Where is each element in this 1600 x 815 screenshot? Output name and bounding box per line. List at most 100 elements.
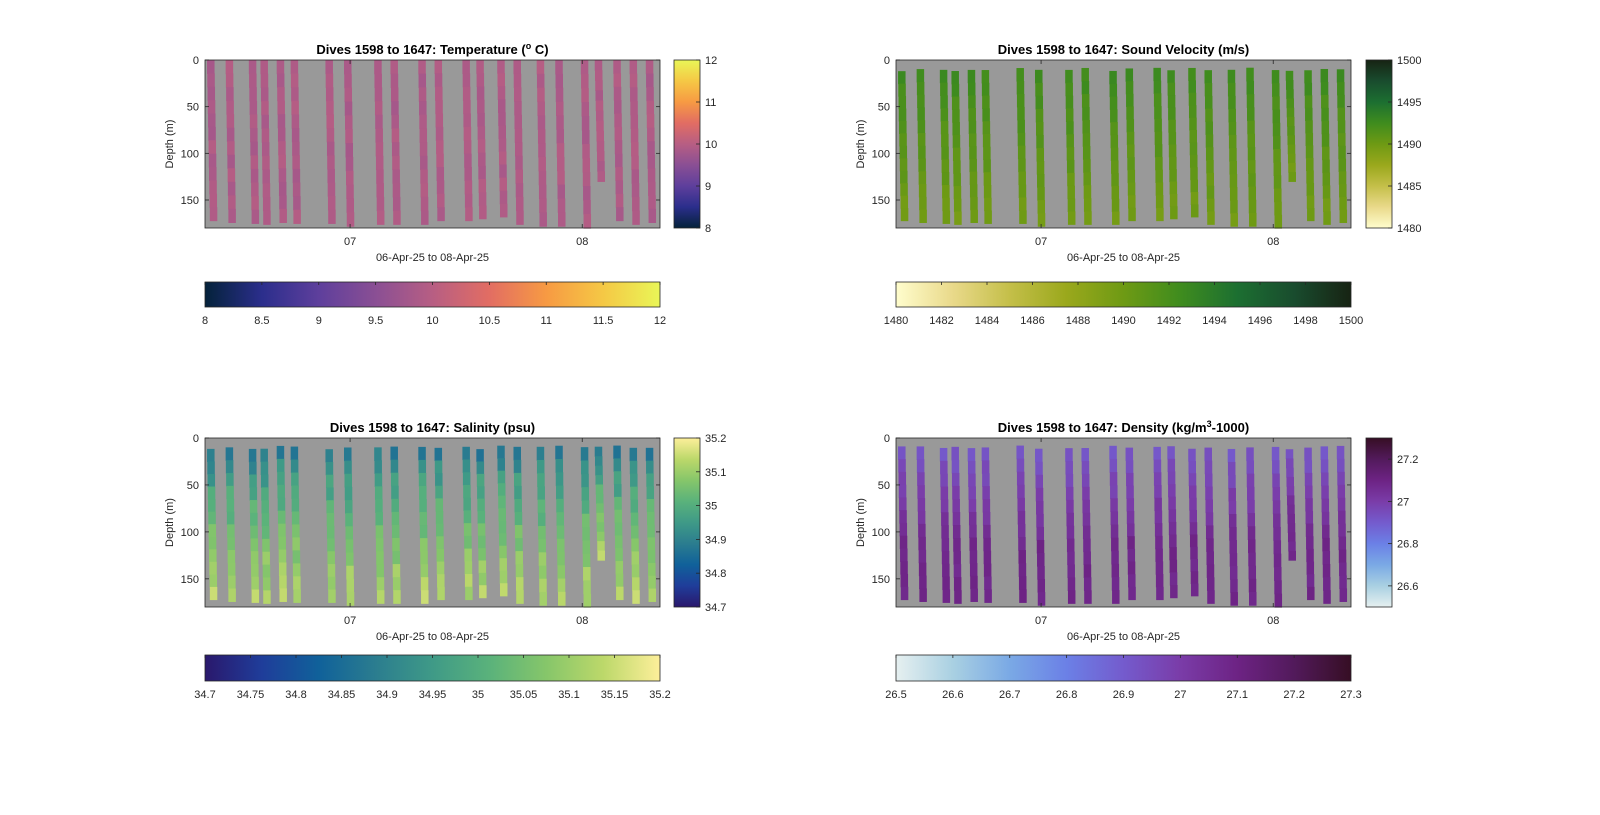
- profile-16-seg-8: [1229, 174, 1238, 188]
- profile-5-seg-0: [290, 446, 299, 461]
- profile-12-seg-5: [1154, 510, 1163, 524]
- profile-12-seg-4: [463, 497, 471, 512]
- profile-5-seg-3: [291, 485, 299, 500]
- profile-14-seg-7: [498, 533, 507, 547]
- bottom-colorbar-label: 27.1: [1227, 689, 1248, 701]
- x-tick-label: 08: [1267, 236, 1279, 248]
- profile-8-seg-9: [1067, 185, 1075, 200]
- profile-15-seg-6: [514, 142, 523, 157]
- profile-6-seg-8: [327, 551, 335, 565]
- profile-2-seg-7: [941, 159, 950, 173]
- profile-2-seg-1: [249, 461, 257, 476]
- profile-6-seg-10: [1018, 197, 1027, 211]
- bottom-colorbar-label: 1498: [1293, 315, 1317, 327]
- profile-10-seg-2: [1109, 96, 1118, 110]
- profile-2-seg-1: [940, 82, 948, 97]
- profile-3-seg-3: [261, 487, 269, 501]
- profile-4-seg-9: [969, 184, 978, 198]
- profile-19-seg-11: [1288, 550, 1296, 561]
- profile-7-seg-7: [345, 539, 354, 554]
- profile-19-seg-3: [595, 90, 603, 102]
- profile-16-seg-3: [537, 101, 545, 116]
- profile-15-seg-7: [515, 538, 523, 552]
- profile-20-seg-10: [615, 193, 624, 208]
- profile-12-seg-0: [1153, 446, 1161, 461]
- profile-16-seg-1: [536, 73, 545, 89]
- profile-11-seg-8: [1127, 169, 1136, 184]
- profile-19-seg-11: [597, 550, 605, 561]
- profile-20-seg-6: [1305, 145, 1314, 159]
- profile-1-seg-9: [918, 562, 927, 577]
- profile-14-seg-5: [1189, 509, 1197, 523]
- profile-11-seg-7: [1127, 536, 1135, 550]
- profile-4-seg-10: [279, 575, 287, 590]
- profile-4-seg-7: [969, 537, 977, 551]
- profile-1-seg-3: [226, 485, 234, 500]
- profile-1-seg-3: [917, 485, 925, 499]
- profile-1-seg-11: [919, 209, 927, 223]
- profile-11-seg-10: [437, 574, 445, 588]
- profile-10-seg-3: [1110, 485, 1118, 499]
- profile-6-seg-6: [326, 525, 335, 540]
- profile-4-seg-1: [967, 82, 976, 96]
- profile-6-seg-7: [1018, 537, 1026, 551]
- profile-20-seg-9: [1306, 561, 1315, 575]
- y-tick-label: 150: [872, 574, 890, 586]
- profile-19-seg-6: [1287, 126, 1295, 136]
- profile-22-seg-10: [1339, 196, 1347, 211]
- profile-1-seg-2: [226, 87, 234, 102]
- profile-7-seg-3: [344, 486, 353, 501]
- profile-16-seg-9: [538, 565, 547, 580]
- profile-21-seg-3: [1321, 485, 1329, 500]
- profile-4-seg-8: [278, 168, 287, 183]
- profile-8-seg-6: [1066, 525, 1075, 540]
- profile-4-seg-3: [277, 484, 285, 499]
- profile-11-seg-1: [434, 73, 443, 88]
- profile-3-seg-9: [953, 564, 962, 578]
- profile-17-seg-0: [555, 60, 563, 75]
- profile-14-seg-8: [499, 164, 507, 179]
- profile-21-seg-9: [1322, 564, 1331, 578]
- profile-1-seg-4: [226, 498, 235, 513]
- profile-3-seg-1: [951, 83, 960, 98]
- profile-18-seg-0: [1271, 446, 1280, 461]
- profile-3-seg-1: [951, 459, 960, 474]
- profile-12-seg-9: [1155, 561, 1164, 575]
- profile-14-seg-5: [498, 125, 506, 139]
- profile-4-seg-6: [278, 141, 286, 156]
- bottom-colorbar-label: 34.7: [194, 689, 215, 701]
- profile-21-seg-8: [1322, 172, 1331, 187]
- profile-13-seg-0: [476, 449, 484, 463]
- profile-10-seg-5: [1110, 511, 1119, 526]
- profile-2-seg-6: [941, 146, 949, 160]
- profile-7-seg-11: [346, 591, 355, 606]
- profile-9-seg-11: [393, 210, 401, 225]
- y-tick-label: 100: [181, 148, 199, 160]
- profile-15-seg-3: [1205, 108, 1213, 123]
- profile-2-seg-0: [939, 447, 948, 462]
- profile-22-seg-3: [646, 486, 655, 500]
- profile-6-seg-4: [326, 114, 334, 129]
- profile-0-seg-0: [898, 446, 906, 460]
- profile-6-seg-6: [326, 141, 335, 156]
- profile-19-seg-0: [594, 446, 603, 457]
- profile-0-seg-8: [209, 549, 217, 563]
- profile-18-seg-7: [1273, 162, 1282, 176]
- profile-18-seg-0: [1271, 70, 1280, 84]
- profile-21-seg-4: [630, 114, 639, 130]
- profile-2-seg-4: [249, 500, 258, 514]
- profile-18-seg-2: [1272, 96, 1280, 111]
- profile-5-seg-0: [981, 447, 990, 461]
- profile-9-seg-0: [1081, 67, 1089, 82]
- profile-4-seg-0: [967, 69, 976, 84]
- bottom-colorbar: [204, 281, 661, 308]
- profile-13-seg-9: [1169, 181, 1178, 195]
- profile-7-seg-9: [346, 184, 354, 200]
- profile-10-seg-7: [420, 538, 428, 552]
- profile-9-seg-10: [1083, 198, 1092, 212]
- profile-6-seg-1: [325, 73, 334, 88]
- profile-8-seg-3: [374, 486, 383, 500]
- profile-3-seg-2: [951, 472, 960, 487]
- profile-3-seg-0: [951, 446, 959, 461]
